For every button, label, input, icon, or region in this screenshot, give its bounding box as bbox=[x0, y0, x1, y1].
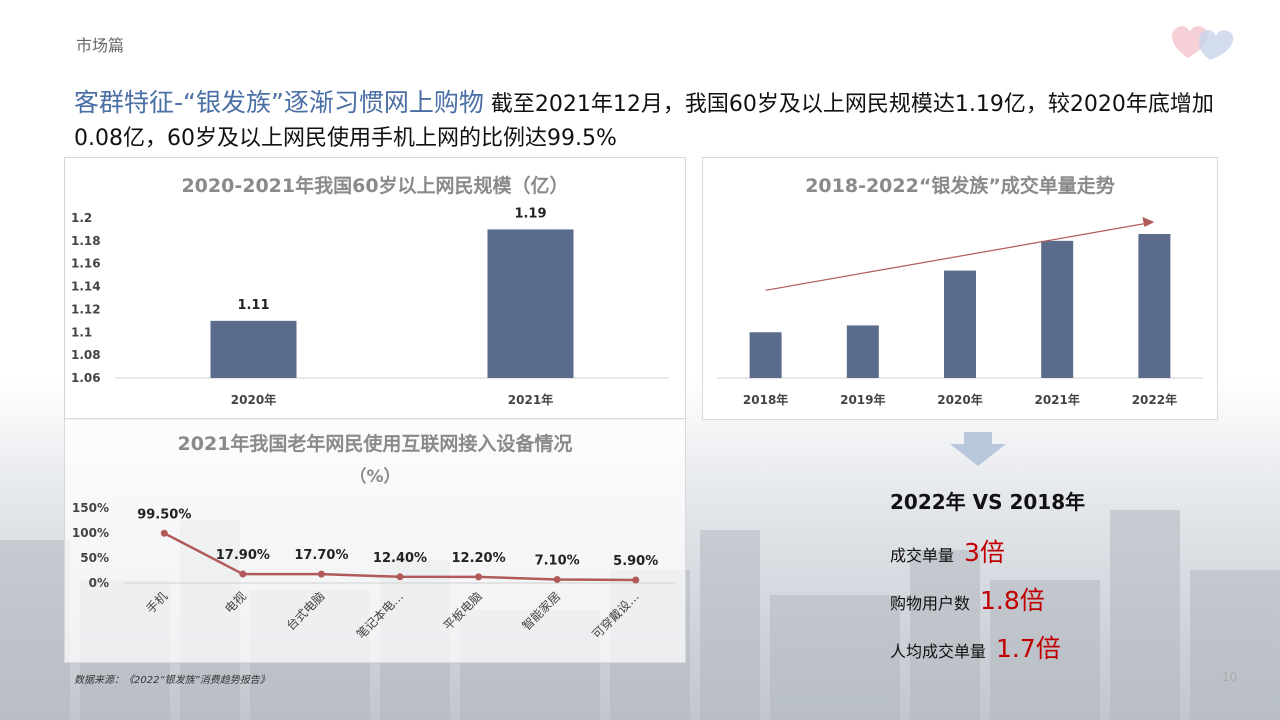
bar bbox=[1138, 234, 1171, 378]
headline-accent: 客群特征-“银发族”逐渐习惯网上购物 bbox=[74, 88, 484, 117]
bar bbox=[210, 320, 297, 378]
stat-orders: 成交单量 3倍 bbox=[890, 533, 1190, 581]
comparison-title: 2022年 VS 2018年 bbox=[890, 490, 1086, 514]
panel-netizen-scale: 2020-2021年我国60岁以上网民规模（亿） 1.06 1.08 1.1 1.12 1… bbox=[64, 157, 686, 420]
y-tick-label: 1.2 bbox=[71, 211, 92, 225]
data-point bbox=[553, 575, 561, 583]
data-point bbox=[396, 573, 404, 581]
data-label: 12.40% bbox=[373, 551, 427, 566]
stat-value: 3倍 bbox=[964, 538, 1005, 567]
data-label: 1.11 bbox=[237, 298, 269, 313]
bar bbox=[749, 332, 782, 378]
y-tick-label: 1.14 bbox=[71, 280, 101, 294]
x-tick-label: 2020年 bbox=[937, 392, 982, 407]
stat-value: 1.7倍 bbox=[996, 634, 1061, 663]
y-tick-label: 50% bbox=[80, 551, 109, 565]
y-tick-label: 1.18 bbox=[71, 234, 101, 248]
bar bbox=[944, 270, 976, 378]
data-point bbox=[239, 570, 247, 578]
x-tick-label: 台式电脑 bbox=[283, 589, 328, 634]
y-tick-label: 1.06 bbox=[71, 371, 101, 385]
panel-device-usage: 2021年我国老年网民使用互联网接入设备情况 （%） 0% 50% 100% 150% 99… bbox=[64, 418, 686, 663]
x-tick-label: 2022年 bbox=[1132, 392, 1177, 407]
stat-value: 1.8倍 bbox=[980, 586, 1045, 615]
y-tick-label: 0% bbox=[89, 576, 109, 590]
bar bbox=[487, 229, 574, 378]
x-tick-label: 2021年 bbox=[1034, 392, 1079, 407]
page-number: 10 bbox=[1222, 670, 1238, 684]
chart-subtitle: （%） bbox=[349, 466, 400, 487]
x-tick-label: 手机 bbox=[144, 589, 171, 616]
stat-label: 成交单量 bbox=[890, 546, 955, 565]
hearts-logo-icon bbox=[1172, 25, 1234, 60]
chart-title: 2020-2021年我国60岁以上网民规模（亿） bbox=[181, 174, 568, 197]
chart-netizen-scale: 2020-2021年我国60岁以上网民规模（亿） 1.06 1.08 1.1 1.12 1… bbox=[71, 174, 669, 407]
x-tick-label: 笔记本电… bbox=[353, 589, 406, 642]
section-label: 市场篇 bbox=[76, 36, 125, 55]
panel-order-trend: 2018-2022“银发族”成交单量走势 2018年 2019年 2020年 2021年… bbox=[702, 157, 1218, 420]
chart-title: 2018-2022“银发族”成交单量走势 bbox=[805, 174, 1115, 197]
chart-device-usage: 2021年我国老年网民使用互联网接入设备情况 （%） 0% 50% 100% 150% 99… bbox=[72, 432, 675, 642]
x-tick-label: 2021年 bbox=[508, 392, 553, 407]
x-tick-label: 电视 bbox=[221, 589, 249, 617]
headline-text: 截至2021年12月，我国60岁及以上网民规模达1.19亿，较2020年底增加0… bbox=[74, 92, 1214, 151]
stat-label: 购物用户数 bbox=[890, 594, 971, 613]
x-tick-label: 2020年 bbox=[231, 392, 276, 407]
data-label: 12.20% bbox=[451, 551, 505, 566]
y-tick-label: 150% bbox=[72, 501, 109, 515]
data-label: 99.50% bbox=[137, 507, 191, 522]
comparison-panel: 2022年 VS 2018年 成交单量 3倍 购物用户数 1.8倍 人均成交单量… bbox=[890, 486, 1190, 677]
y-tick-label: 100% bbox=[72, 526, 109, 540]
chart-title: 2021年我国老年网民使用互联网接入设备情况 bbox=[178, 432, 573, 455]
stat-orders-per-user: 人均成交单量 1.7倍 bbox=[890, 629, 1190, 677]
bar bbox=[846, 325, 879, 378]
data-label: 1.19 bbox=[514, 206, 546, 221]
data-label: 5.90% bbox=[613, 554, 658, 569]
stat-label: 人均成交单量 bbox=[890, 642, 987, 661]
x-tick-label: 平板电脑 bbox=[441, 589, 485, 633]
y-tick-label: 1.1 bbox=[71, 325, 92, 339]
headline: 客群特征-“银发族”逐渐习惯网上购物 截至2021年12月，我国60岁及以上网民… bbox=[74, 86, 1254, 156]
x-tick-label: 2019年 bbox=[840, 392, 885, 407]
trend-arrow-head-icon bbox=[1142, 217, 1155, 227]
data-point bbox=[475, 573, 483, 581]
data-point bbox=[632, 576, 640, 584]
stat-buyers: 购物用户数 1.8倍 bbox=[890, 581, 1190, 629]
x-tick-label: 2018年 bbox=[743, 392, 788, 407]
data-label: 7.10% bbox=[535, 553, 580, 568]
data-label: 17.90% bbox=[216, 548, 270, 563]
y-tick-label: 1.08 bbox=[71, 348, 101, 362]
chart-order-trend: 2018-2022“银发族”成交单量走势 2018年 2019年 2020年 2021年… bbox=[717, 174, 1203, 407]
data-point bbox=[160, 529, 168, 537]
data-point bbox=[317, 570, 325, 578]
down-arrow-icon bbox=[950, 432, 1006, 466]
data-source-note: 数据来源：《2022“银发族”消费趋势报告》 bbox=[74, 675, 270, 686]
data-label: 17.70% bbox=[294, 548, 348, 563]
x-tick-label: 智能家居 bbox=[519, 589, 564, 634]
x-tick-label: 可穿戴设… bbox=[589, 589, 642, 642]
y-tick-label: 1.16 bbox=[71, 257, 101, 271]
bar bbox=[1041, 240, 1074, 378]
trend-arrow-line bbox=[765, 222, 1149, 291]
y-tick-label: 1.12 bbox=[71, 302, 101, 316]
